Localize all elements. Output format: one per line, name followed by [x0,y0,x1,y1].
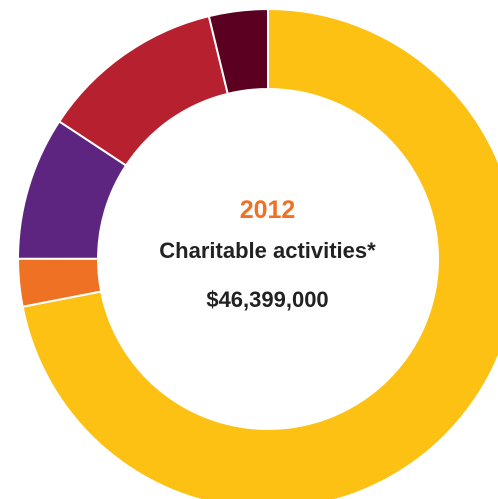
donut-slices [16,7,498,499]
donut-slice-1 [21,7,498,499]
center-year-label: 2012 [239,196,296,224]
center-caption-label: Charitable activities* [159,238,376,263]
donut-slice-5 [207,7,269,96]
center-total-label: $46,399,000 [206,287,329,312]
